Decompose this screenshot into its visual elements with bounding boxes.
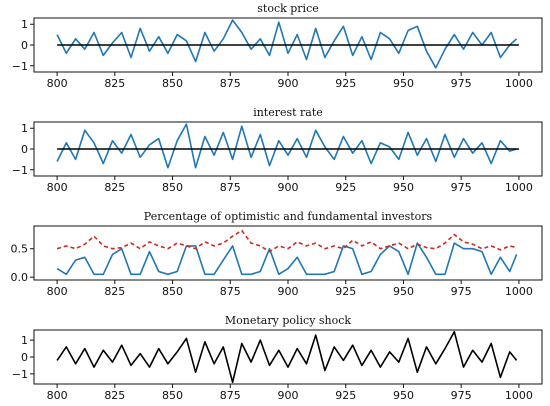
x-tick-label: 800 <box>47 389 68 402</box>
x-tick-label: 850 <box>162 285 183 298</box>
series-line-1 <box>56 330 518 384</box>
x-tick-label: 825 <box>104 181 125 194</box>
y-tick-label: −1 <box>12 164 28 177</box>
x-tick-label: 975 <box>451 285 472 298</box>
x-tick-label: 875 <box>220 77 241 90</box>
x-tick-label: 850 <box>162 389 183 402</box>
x-tick-label: 950 <box>393 77 414 90</box>
x-tick-label: 875 <box>220 285 241 298</box>
x-tick-label: 950 <box>393 181 414 194</box>
y-tick-label: 0 <box>21 39 28 52</box>
x-tick-label: 925 <box>335 77 356 90</box>
y-tick-label: −1 <box>12 60 28 73</box>
x-tick-label: 900 <box>278 181 299 194</box>
panel-title: Percentage of optimistic and fundamental… <box>144 210 433 223</box>
panel-title: interest rate <box>253 106 323 119</box>
y-tick-label: 0 <box>21 351 28 364</box>
series-line-1 <box>56 123 517 169</box>
x-tick-label: 850 <box>162 77 183 90</box>
panel-2: interest rate 800 825 850 875 900 925 950 975 100… <box>12 106 543 194</box>
x-tick-label: 800 <box>47 77 68 90</box>
y-tick-label: 0.0 <box>11 271 29 284</box>
x-tick-label: 950 <box>393 285 414 298</box>
panel-3: Percentage of optimistic and fundamental… <box>11 210 543 298</box>
x-tick-label: 1000 <box>505 181 533 194</box>
y-tick-label: 0 <box>21 143 28 156</box>
plot-frame <box>33 329 543 385</box>
x-tick-label: 900 <box>278 389 299 402</box>
x-tick-label: 1000 <box>505 285 533 298</box>
x-tick-label: 825 <box>104 77 125 90</box>
y-tick-label: 0.5 <box>11 243 29 256</box>
series-line-2 <box>56 229 517 253</box>
x-tick-label: 925 <box>335 389 356 402</box>
series-line-1 <box>56 19 518 69</box>
panel-1: stock price 800 825 850 875 900 925 950 975 1000 −… <box>12 2 543 90</box>
y-tick-label: 1 <box>21 334 28 347</box>
x-tick-label: 925 <box>335 285 356 298</box>
x-tick-label: 900 <box>278 285 299 298</box>
x-tick-label: 1000 <box>505 77 533 90</box>
x-tick-label: 975 <box>451 389 472 402</box>
x-tick-label: 850 <box>162 181 183 194</box>
y-tick-label: 1 <box>21 122 28 135</box>
x-tick-label: 900 <box>278 77 299 90</box>
panel-4: Monetary policy shock 800 825 850 875 900 925 9… <box>12 314 543 402</box>
x-tick-label: 975 <box>451 181 472 194</box>
x-tick-label: 800 <box>47 285 68 298</box>
x-tick-label: 950 <box>393 389 414 402</box>
x-tick-label: 875 <box>220 181 241 194</box>
x-tick-label: 925 <box>335 181 356 194</box>
panel-title: Monetary policy shock <box>225 314 352 327</box>
x-tick-label: 825 <box>104 389 125 402</box>
y-tick-label: −1 <box>12 368 28 381</box>
x-tick-label: 1000 <box>505 389 533 402</box>
x-tick-label: 875 <box>220 389 241 402</box>
series-line-1 <box>56 242 518 276</box>
y-tick-label: 1 <box>21 18 28 31</box>
x-tick-label: 800 <box>47 181 68 194</box>
panel-title: stock price <box>257 2 319 15</box>
x-tick-label: 975 <box>451 77 472 90</box>
x-tick-label: 825 <box>104 285 125 298</box>
plot-frame <box>33 225 543 281</box>
